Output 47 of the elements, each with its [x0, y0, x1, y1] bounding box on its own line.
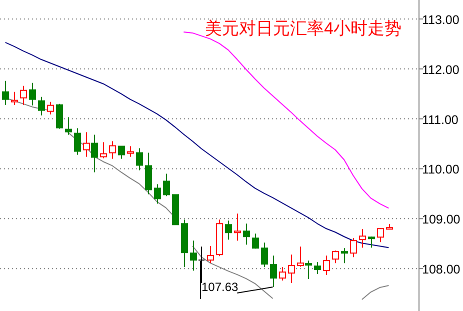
candlestick	[350, 238, 357, 258]
annotation: 107.63	[201, 280, 239, 294]
candlestick	[243, 223, 250, 246]
candlestick	[20, 85, 27, 106]
candlestick	[270, 255, 277, 288]
candlestick	[207, 246, 214, 264]
candlestick	[145, 152, 152, 195]
candlestick	[288, 254, 295, 284]
candlestick	[163, 173, 170, 197]
candlestick	[83, 132, 90, 158]
candlestick	[341, 248, 348, 264]
candlestick	[359, 228, 366, 248]
y-tick-label: 110.00	[422, 162, 460, 177]
candlestick	[190, 240, 197, 272]
candlestick	[11, 91, 18, 106]
candlestick	[29, 82, 36, 106]
y-tick-label: 108.00	[422, 262, 460, 277]
candlestick	[65, 116, 72, 136]
candlestick	[91, 134, 98, 173]
candlestick	[136, 148, 143, 171]
y-tick-label: 109.00	[422, 212, 460, 227]
candlestick	[368, 236, 375, 248]
candlestick	[109, 140, 116, 160]
candlestick	[377, 228, 384, 243]
candlestick	[314, 262, 321, 275]
candlestick	[74, 128, 81, 156]
candlestick	[2, 80, 9, 106]
candlestick	[332, 250, 339, 264]
candlestick	[47, 101, 54, 115]
candlestick	[225, 220, 232, 240]
candlestick	[323, 255, 330, 276]
candlestick	[56, 103, 63, 130]
candlestick	[154, 184, 161, 204]
candlestick	[252, 233, 259, 250]
candlestick	[261, 242, 268, 268]
y-tick-label: 112.00	[422, 62, 460, 77]
candlestick	[297, 246, 304, 268]
candlestick	[100, 142, 107, 159]
text: 美元对日元汇率4小时走势	[205, 19, 402, 38]
y-tick-label: 113.00	[422, 12, 460, 27]
candlestick	[38, 96, 45, 116]
y-tick-label: 111.00	[422, 112, 458, 127]
candlestick	[118, 146, 125, 160]
candlestick	[279, 266, 286, 282]
candlestick	[127, 146, 134, 158]
candlestick	[234, 213, 241, 242]
candlestick	[305, 260, 312, 280]
